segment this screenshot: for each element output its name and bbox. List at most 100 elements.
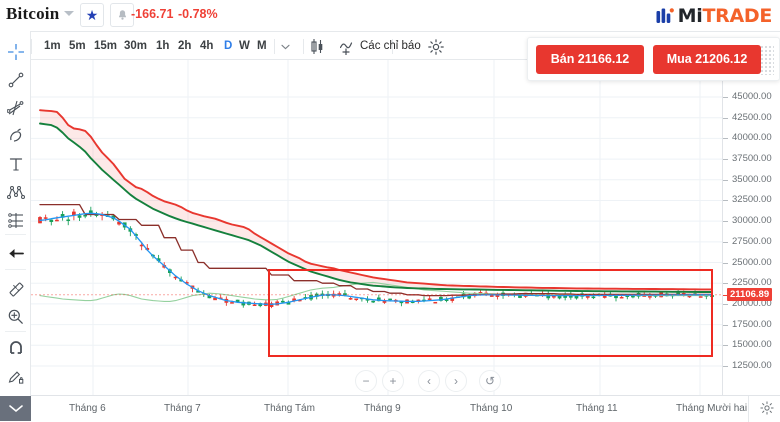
time-axis[interactable]: Tháng 6 Tháng 7 Tháng Tám Tháng 9 Tháng 10 Th… bbox=[31, 395, 780, 422]
time-tick-label: Tháng Tám bbox=[264, 403, 315, 414]
sell-button[interactable]: Bán 21166.12 bbox=[536, 44, 644, 74]
axis-divider bbox=[748, 396, 749, 422]
price-tick-mark bbox=[723, 200, 728, 202]
price-tick-mark bbox=[723, 303, 728, 305]
timeframe-w[interactable]: W bbox=[239, 40, 250, 52]
pattern-tool[interactable] bbox=[0, 178, 31, 206]
add-indicator-icon[interactable] bbox=[340, 38, 358, 55]
mitrade-logo: Mi TRADE bbox=[655, 4, 772, 27]
price-tick-mark bbox=[723, 262, 728, 264]
drag-handle-icon[interactable] bbox=[760, 45, 774, 75]
current-price-tick bbox=[723, 294, 728, 296]
drawing-toolbar bbox=[0, 31, 31, 421]
trend-line-tool[interactable] bbox=[0, 66, 31, 94]
indicators-label[interactable]: Các chỉ báo bbox=[360, 40, 421, 52]
price-tick-label: 22500.00 bbox=[732, 277, 772, 289]
timeframe-15m[interactable]: 15m bbox=[94, 40, 118, 52]
chart-canvas bbox=[31, 60, 722, 395]
toolbar-divider bbox=[5, 234, 26, 235]
zoom-in-tool[interactable] bbox=[0, 302, 31, 330]
price-tick-mark bbox=[723, 366, 728, 367]
scroll-right-button[interactable]: › bbox=[445, 370, 467, 392]
chart-plot-area[interactable] bbox=[31, 60, 722, 395]
time-tick-label: Tháng 9 bbox=[364, 403, 401, 414]
timeframe-1m[interactable]: 1m bbox=[44, 40, 61, 52]
price-tick-label: 37500.00 bbox=[732, 153, 772, 165]
price-tick-label: 42500.00 bbox=[732, 111, 772, 123]
fib-retracement-tool[interactable] bbox=[0, 94, 31, 122]
price-tick-mark bbox=[723, 117, 728, 119]
toolbar-divider bbox=[5, 269, 26, 270]
price-tick-mark bbox=[723, 241, 728, 243]
drawing-lock-tool[interactable] bbox=[0, 362, 31, 390]
price-tick-mark bbox=[723, 159, 728, 161]
price-tick-label: 45000.00 bbox=[732, 91, 772, 102]
time-tick-label: Tháng 11 bbox=[576, 403, 618, 414]
timeframe-30m[interactable]: 30m bbox=[124, 40, 148, 52]
scroll-left-button[interactable]: ‹ bbox=[418, 370, 440, 392]
timeframe-m[interactable]: M bbox=[257, 40, 267, 52]
timeframe-d[interactable]: D bbox=[224, 40, 233, 52]
price-tick-label: 30000.00 bbox=[732, 215, 772, 227]
price-tick-mark bbox=[723, 179, 728, 181]
symbol-chevron-down-icon[interactable] bbox=[64, 11, 74, 16]
magnet-tool[interactable] bbox=[0, 334, 31, 362]
bell-icon bbox=[117, 9, 128, 21]
crosshair-tool[interactable] bbox=[0, 38, 31, 66]
time-tick-label: Tháng 10 bbox=[470, 403, 513, 414]
price-axis[interactable]: 45000.00 42500.00 40000.00 37500.00 35000.00… bbox=[722, 60, 780, 395]
buy-button[interactable]: Mua 21206.12 bbox=[653, 44, 761, 74]
favorite-star-button[interactable]: ★ bbox=[80, 3, 104, 27]
logo-text-trade: TRADE bbox=[702, 4, 772, 27]
mitrade-mark-icon bbox=[655, 6, 676, 26]
price-tick-label: 15000.00 bbox=[732, 339, 772, 351]
zoom-in-button[interactable]: + bbox=[382, 370, 404, 392]
price-tick-label: 35000.00 bbox=[732, 173, 772, 185]
timeframe-1h[interactable]: 1h bbox=[156, 40, 170, 52]
time-axis-settings-icon[interactable] bbox=[760, 401, 774, 415]
current-price-badge[interactable]: 21106.89 bbox=[727, 288, 773, 302]
toolbar-divider bbox=[31, 39, 32, 54]
price-tick-mark bbox=[723, 221, 728, 223]
arrow-back-tool[interactable] bbox=[0, 239, 31, 267]
top-header: Bitcoin ★ -166.71 -0.78% Mi TRADE bbox=[0, 0, 780, 31]
price-tick-mark bbox=[723, 97, 728, 98]
alert-bell-button[interactable] bbox=[110, 3, 134, 27]
reset-chart-button[interactable]: ↺ bbox=[479, 370, 501, 392]
page-title: Bitcoin bbox=[6, 4, 60, 23]
trade-panel: Bán 21166.12 Mua 21206.12 bbox=[527, 37, 780, 81]
brush-tool[interactable] bbox=[0, 122, 31, 150]
toolbar-divider bbox=[5, 331, 26, 332]
logo-text-mi: Mi bbox=[677, 4, 703, 27]
change-absolute: -166.71 bbox=[131, 7, 174, 21]
text-tool[interactable] bbox=[0, 150, 31, 178]
star-icon: ★ bbox=[85, 7, 99, 23]
toolbar-divider bbox=[392, 39, 393, 54]
price-tick-label: 20000.00 bbox=[732, 297, 772, 309]
price-tick-label: 25000.00 bbox=[732, 256, 772, 268]
price-tick-label: 40000.00 bbox=[732, 132, 772, 144]
timeframe-5m[interactable]: 5m bbox=[69, 40, 86, 52]
timeframe-2h[interactable]: 2h bbox=[178, 40, 192, 52]
price-tick-label: 12500.00 bbox=[732, 360, 772, 371]
candlestick-icon[interactable] bbox=[310, 38, 325, 55]
price-tick-mark bbox=[723, 324, 728, 326]
price-tick-mark bbox=[723, 345, 728, 347]
annotation-rectangle[interactable] bbox=[268, 269, 713, 357]
toolbar-divider bbox=[303, 39, 304, 54]
gear-icon[interactable] bbox=[428, 38, 444, 55]
change-percent: -0.78% bbox=[178, 7, 218, 21]
zoom-out-button[interactable]: − bbox=[355, 370, 377, 392]
price-tick-label: 27500.00 bbox=[732, 235, 772, 247]
toolbar-divider bbox=[274, 39, 275, 54]
measure-ruler-tool[interactable] bbox=[0, 274, 31, 302]
time-tick-label: Tháng 7 bbox=[164, 403, 201, 414]
forecast-tool[interactable] bbox=[0, 206, 31, 234]
more-timeframes-chevron-down-icon[interactable] bbox=[281, 38, 290, 55]
collapse-toolbar-button[interactable] bbox=[0, 396, 31, 421]
price-tick-mark bbox=[723, 283, 728, 285]
time-tick-label: Tháng Mười hai bbox=[676, 403, 748, 414]
timeframe-4h[interactable]: 4h bbox=[200, 40, 214, 52]
price-tick-mark bbox=[723, 138, 728, 140]
price-tick-label: 32500.00 bbox=[732, 194, 772, 206]
